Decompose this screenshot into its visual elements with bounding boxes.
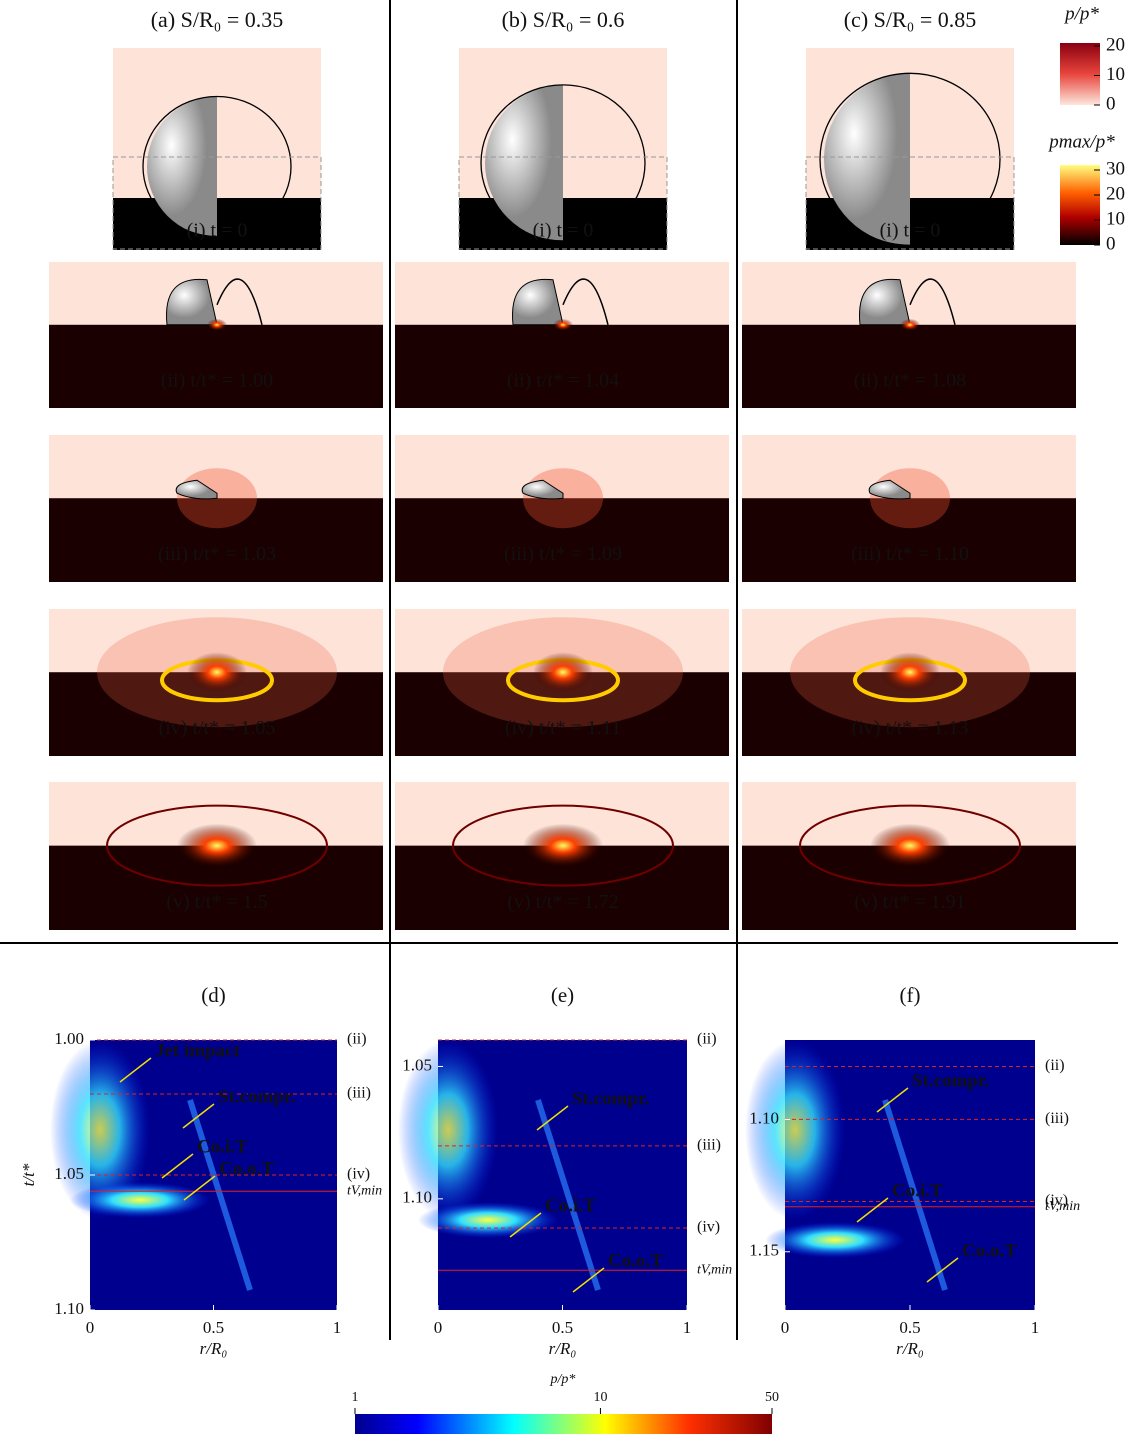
hotspot [187, 652, 247, 692]
frame-caption: (v) t/t* = 1.5 [166, 891, 267, 913]
annotation: Co.i.T [545, 1195, 596, 1216]
hotspot [900, 319, 920, 331]
frame-solid [742, 325, 1076, 408]
annotation: Co.o.T [608, 1250, 663, 1271]
colorbar-label: p/p* [550, 1372, 576, 1387]
y-axis-label: t/t* [19, 1163, 38, 1186]
y-tick-label: 1.05 [402, 1055, 432, 1074]
frame-caption: (i) t = 0 [880, 220, 941, 242]
x-tick-label: 0.5 [552, 1318, 573, 1337]
frame-caption: (iv) t/t* = 1.05 [159, 717, 276, 739]
frame-bg [742, 262, 1076, 325]
heatmap-blob [418, 1202, 558, 1238]
colorbar [355, 1414, 772, 1434]
hotspot [207, 319, 227, 331]
colorbar-tick-label: 50 [765, 1390, 779, 1405]
heatmap-blob [765, 1222, 905, 1258]
x-axis-label: r/R₀ [549, 1339, 577, 1358]
time-marker-label: (iii) [1045, 1110, 1069, 1127]
time-marker-label: tV,min [1045, 1199, 1080, 1214]
colorbar-tick-label: 20 [1106, 34, 1125, 55]
colorbar-label: p/p* [1063, 3, 1099, 24]
y-tick-label: 1.00 [54, 1029, 84, 1048]
time-marker-label: (ii) [697, 1031, 717, 1048]
plot-label: (d) [201, 983, 226, 1007]
hotspot [177, 824, 257, 868]
x-tick-label: 0 [781, 1318, 790, 1337]
colorbar-tick-label: 0 [1106, 233, 1116, 254]
hotspot [523, 824, 603, 868]
colorbar-tick-label: 0 [1106, 93, 1116, 114]
heatmap-blob [745, 1040, 845, 1220]
hotspot [880, 652, 940, 692]
frame-caption: (i) t = 0 [187, 220, 248, 242]
frame-caption: (iv) t/t* = 1.13 [852, 717, 969, 739]
frame-caption: (ii) t/t* = 1.00 [161, 369, 273, 391]
colorbar-label: pmax/p* [1047, 131, 1115, 152]
time-marker-label: (iii) [697, 1137, 721, 1154]
annotation: Co.o.T [219, 1158, 274, 1179]
figure: (a) S/R₀ = 0.35 (i) t = 0 (ii) t/t* = 1.00… [0, 0, 1133, 1435]
y-tick-label: 1.05 [54, 1164, 84, 1183]
frame-caption: (i) t = 0 [533, 220, 594, 242]
colorbar-tick-label: 10 [593, 1390, 607, 1405]
frame-bg [49, 262, 383, 325]
frame-caption: (iii) t/t* = 1.09 [504, 543, 622, 565]
time-marker-label: tV,min [347, 1183, 382, 1198]
column-title: (c) S/R₀ = 0.85 [844, 7, 977, 32]
column-title: (b) S/R₀ = 0.6 [502, 7, 625, 32]
x-axis-label: r/R₀ [896, 1339, 924, 1358]
column-title: (a) S/R₀ = 0.35 [151, 7, 284, 32]
frame-solid [395, 325, 729, 408]
colorbar [1060, 43, 1100, 105]
frame-caption: (v) t/t* = 1.72 [507, 891, 618, 913]
time-marker-label: (ii) [347, 1031, 367, 1048]
frame-solid [49, 325, 383, 408]
frame-caption: (ii) t/t* = 1.04 [507, 369, 619, 391]
x-tick-label: 1 [333, 1318, 342, 1337]
x-tick-label: 1 [683, 1318, 692, 1337]
annotation: Jet impact [155, 1040, 241, 1061]
hotspot [553, 319, 573, 331]
annotation: Co.i.T [197, 1136, 248, 1157]
annotation: St.compr. [912, 1070, 989, 1091]
frame-caption: (iv) t/t* = 1.11 [505, 717, 621, 739]
frame-caption: (iii) t/t* = 1.10 [851, 543, 969, 565]
annotation: St.compr. [218, 1086, 295, 1107]
colorbar-tick-label: 20 [1106, 183, 1125, 204]
frame-caption: (ii) t/t* = 1.08 [854, 369, 966, 391]
colorbar-tick-label: 1 [352, 1390, 359, 1405]
colorbar-tick-label: 10 [1106, 208, 1125, 229]
colorbar-tick-label: 30 [1106, 158, 1125, 179]
frame-caption: (v) t/t* = 1.91 [854, 891, 965, 913]
annotation: St.compr. [572, 1088, 649, 1109]
hotspot [533, 652, 593, 692]
x-tick-label: 0 [86, 1318, 95, 1337]
x-tick-label: 0.5 [899, 1318, 920, 1337]
y-tick-label: 1.10 [749, 1108, 779, 1127]
y-tick-label: 1.10 [402, 1188, 432, 1207]
colorbar [1060, 165, 1100, 245]
colorbar-tick-label: 10 [1106, 64, 1125, 85]
annotation: Co.i.T [892, 1180, 943, 1201]
plot-label: (f) [900, 983, 921, 1007]
time-marker-label: (iv) [347, 1166, 370, 1183]
x-tick-label: 0 [434, 1318, 443, 1337]
heatmap-blob [70, 1182, 210, 1218]
y-tick-label: 1.10 [54, 1299, 84, 1318]
hotspot [870, 824, 950, 868]
x-tick-label: 0.5 [203, 1318, 224, 1337]
frame-caption: (iii) t/t* = 1.03 [158, 543, 276, 565]
y-tick-label: 1.15 [749, 1241, 779, 1260]
x-tick-label: 1 [1031, 1318, 1040, 1337]
x-axis-label: r/R₀ [200, 1339, 228, 1358]
annotation: Co.o.T [962, 1240, 1017, 1261]
time-marker-label: (ii) [1045, 1057, 1065, 1074]
time-marker-label: (iv) [697, 1219, 720, 1236]
time-marker-label: tV,min [697, 1263, 732, 1278]
plot-label: (e) [551, 983, 574, 1007]
time-marker-label: (iii) [347, 1085, 371, 1102]
frame-bg [395, 262, 729, 325]
